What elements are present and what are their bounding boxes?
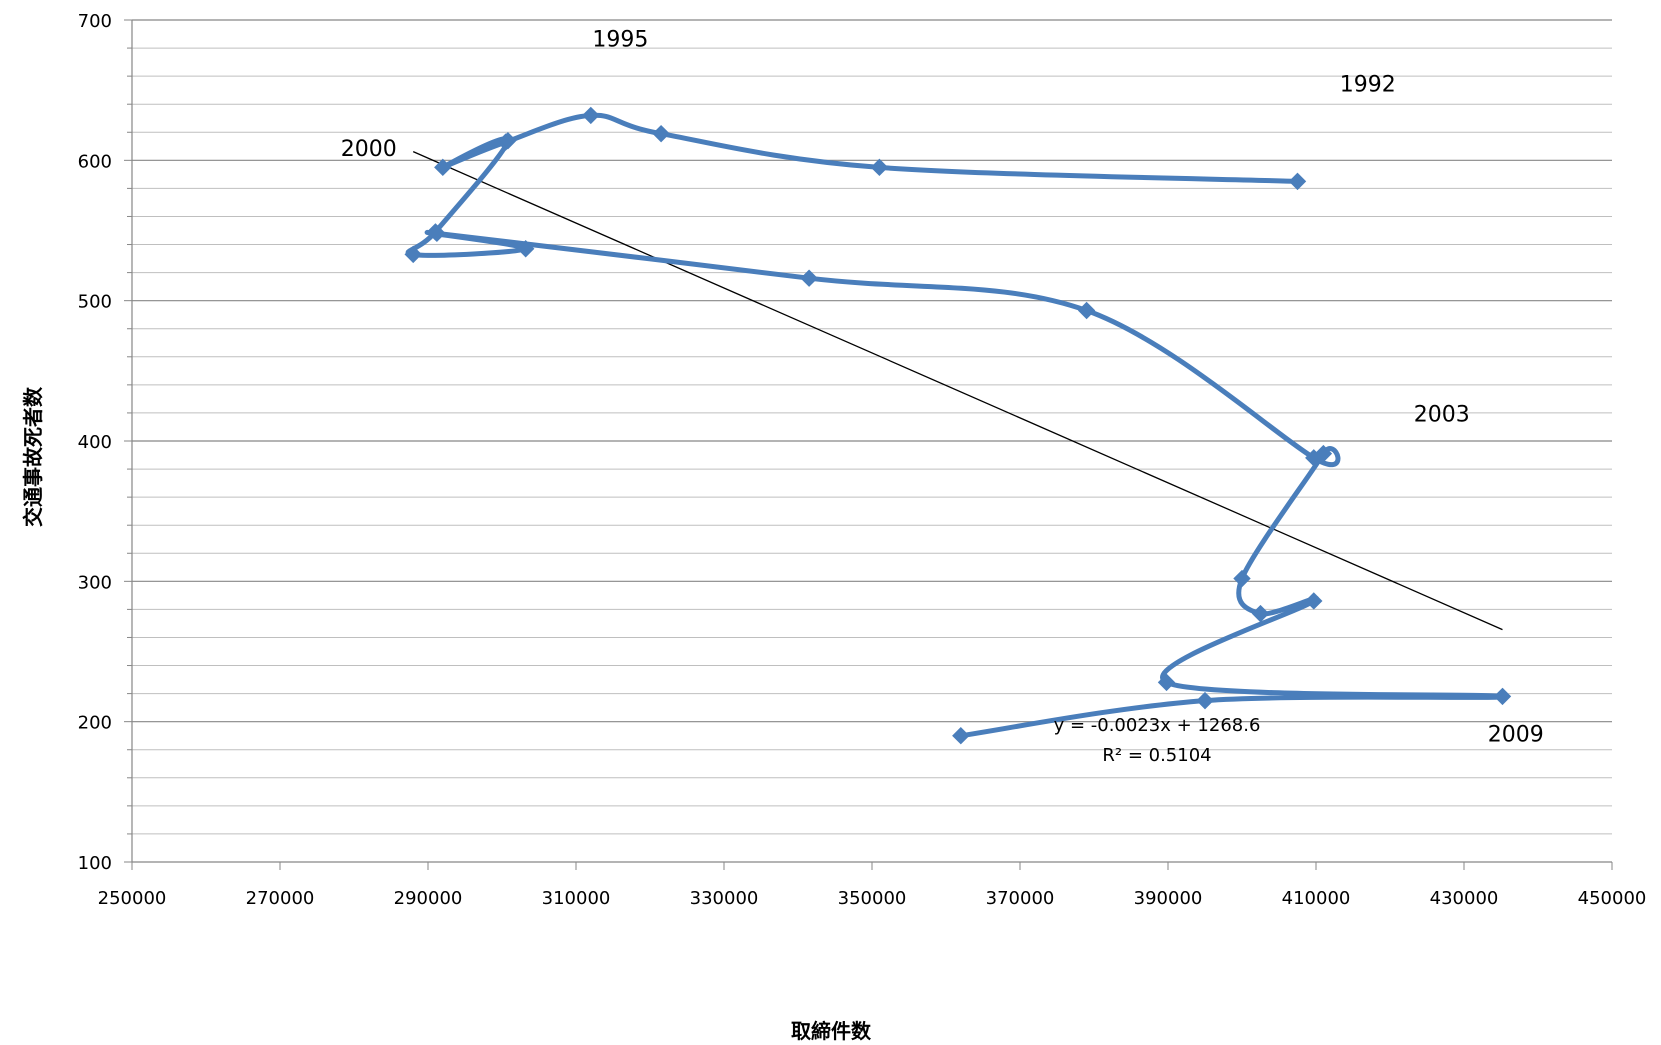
data-point-marker xyxy=(1233,569,1251,588)
x-tick-label: 310000 xyxy=(542,888,611,909)
data-point-marker xyxy=(800,269,818,287)
x-axis-title: 取締件数 xyxy=(791,1019,872,1043)
year-annotation: 1995 xyxy=(592,28,648,53)
data-point-marker xyxy=(434,158,452,177)
data-point-marker xyxy=(1157,673,1176,692)
y-tick-label: 700 xyxy=(78,11,112,32)
gridlines xyxy=(132,19,1612,835)
y-tick-label: 500 xyxy=(78,292,112,313)
data-point-marker xyxy=(652,124,670,143)
x-tick-label: 410000 xyxy=(1282,888,1351,909)
data-point-marker xyxy=(870,158,889,177)
trendline-group xyxy=(412,151,1503,631)
year-annotation: 2009 xyxy=(1488,722,1544,747)
series-line xyxy=(405,112,1506,739)
data-point-marker xyxy=(1196,691,1214,710)
data-point-marker xyxy=(1493,687,1512,706)
y-axis-title: 交通事故死者数 xyxy=(21,386,45,527)
data-point-marker xyxy=(952,726,970,745)
year-annotation: 2000 xyxy=(341,137,397,162)
annotations: 1995 1992 2000 2003 2009 xyxy=(341,28,1544,748)
x-tick-label: 290000 xyxy=(394,888,463,909)
year-annotation: 1992 xyxy=(1340,73,1396,98)
x-tick-label: 370000 xyxy=(986,888,1055,909)
data-point-marker xyxy=(1314,444,1333,463)
data-point-marker xyxy=(582,106,600,125)
year-annotation: 2003 xyxy=(1414,402,1470,427)
data-point-marker xyxy=(499,131,517,150)
trendline-r-squared: R² = 0.5104 xyxy=(1102,745,1211,766)
x-tick-label: 450000 xyxy=(1578,888,1647,909)
data-point-marker xyxy=(404,245,422,264)
x-tick-label: 390000 xyxy=(1134,888,1203,909)
x-tick-label: 350000 xyxy=(838,888,907,909)
y-tick-label: 100 xyxy=(78,853,112,874)
trendline-equation: y = -0.0023x + 1268.6 xyxy=(1054,715,1261,736)
data-point-marker xyxy=(1305,592,1323,610)
tick-labels: 250000 270000 290000 310000 330000 350000 3700… xyxy=(78,11,1647,909)
axes xyxy=(124,19,1613,870)
series-group xyxy=(404,106,1512,745)
data-point-marker xyxy=(516,240,535,258)
data-point-marker xyxy=(1077,301,1096,320)
x-tick-label: 330000 xyxy=(690,888,759,909)
y-tick-label: 200 xyxy=(78,713,112,734)
x-tick-label: 270000 xyxy=(246,888,315,909)
y-tick-label: 600 xyxy=(78,151,112,172)
data-point-marker xyxy=(1251,604,1270,623)
data-point-marker xyxy=(428,224,446,243)
y-tick-label: 300 xyxy=(78,572,112,593)
y-tick-label: 400 xyxy=(78,432,112,453)
data-point-marker xyxy=(1288,172,1307,191)
x-tick-label: 430000 xyxy=(1430,888,1499,909)
trendline xyxy=(412,151,1503,631)
x-tick-label: 250000 xyxy=(98,888,167,909)
